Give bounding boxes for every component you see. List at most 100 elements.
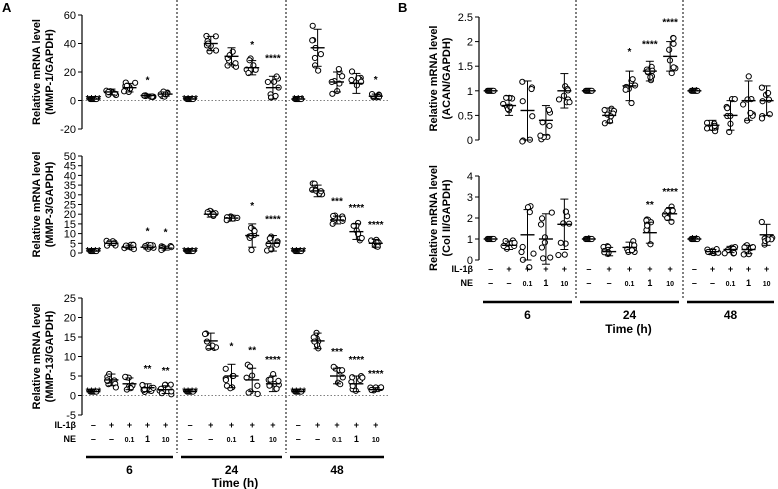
- condition-value: –: [586, 264, 591, 274]
- condition-value: +: [506, 264, 511, 274]
- condition-value: +: [746, 264, 751, 274]
- significance-stars: ****: [182, 246, 198, 257]
- data-point: [669, 207, 676, 214]
- condition-value: +: [145, 420, 150, 430]
- condition-value: –: [91, 420, 96, 430]
- data-point: [223, 382, 231, 389]
- data-point: [537, 221, 545, 228]
- condition-value: 1: [543, 278, 548, 288]
- data-point: [222, 365, 229, 372]
- data-point: [309, 22, 316, 29]
- data-point: [557, 239, 564, 246]
- significance-stars: *: [164, 227, 168, 238]
- data-point: [266, 235, 273, 242]
- data-point: [745, 73, 752, 80]
- data-point: [566, 99, 573, 106]
- condition-value: –: [692, 264, 697, 274]
- y-tick-label: 1: [467, 234, 473, 246]
- y-tick-label: 0: [70, 96, 76, 108]
- condition-value: –: [91, 434, 96, 444]
- condition-value: 1: [250, 434, 255, 444]
- significance-stars: *: [587, 234, 591, 245]
- panel-label-b: B: [398, 0, 407, 15]
- data-point: [726, 128, 733, 136]
- y-tick-label: -5: [66, 410, 76, 422]
- significance-stars: ****: [290, 387, 306, 398]
- data-point: [264, 78, 272, 86]
- y-axis-label: (MMP-13/GAPDH): [44, 310, 56, 402]
- significance-stars: ****: [290, 246, 306, 257]
- significance-stars: ***: [331, 197, 343, 208]
- condition-value: –: [315, 434, 320, 444]
- significance-stars: **: [248, 346, 256, 357]
- condition-value: –: [507, 278, 512, 288]
- data-point: [205, 344, 212, 351]
- data-point: [548, 209, 555, 216]
- y-tick-label: 5: [70, 371, 76, 383]
- data-point: [161, 381, 169, 388]
- chart-3: -5 0 5 10 15 20 25 Relative mRNA level (MMP-13/G…: [31, 293, 388, 422]
- condition-value: +: [315, 420, 320, 430]
- condition-value: 1: [145, 434, 150, 444]
- significance-stars: ****: [265, 355, 281, 366]
- y-tick-label: 1: [467, 86, 473, 98]
- y-tick-label: -20: [60, 124, 76, 136]
- data-point: [560, 220, 567, 227]
- data-point: [122, 373, 129, 380]
- condition-value: +: [525, 264, 530, 274]
- condition-value: +: [647, 264, 652, 274]
- data-point: [538, 215, 546, 222]
- condition-value: –: [488, 264, 493, 274]
- data-point: [628, 99, 635, 107]
- significance-stars: *: [628, 47, 632, 58]
- chart-4: 0 0.5 1 1.5 2 2.5 Relative mRNA level (ACAN/GAP…: [428, 12, 774, 147]
- condition-value: +: [334, 420, 339, 430]
- timepoint-label: 6: [126, 463, 133, 477]
- significance-stars: **: [162, 366, 170, 377]
- data-point: [267, 376, 274, 383]
- significance-stars: *: [230, 342, 234, 353]
- y-tick-label: 2: [467, 37, 473, 49]
- y-axis-label: Relative mRNA level: [31, 19, 43, 125]
- y-axis-label: Relative mRNA level: [31, 304, 43, 410]
- condition-value: –: [586, 278, 591, 288]
- data-point: [561, 251, 568, 258]
- condition-row-label: IL-1β: [55, 420, 77, 430]
- data-point: [758, 218, 765, 226]
- significance-stars: ****: [368, 220, 384, 231]
- timepoint-label: 24: [225, 463, 239, 477]
- y-tick-label: 5: [70, 238, 76, 250]
- condition-value: –: [208, 434, 213, 444]
- data-point: [721, 250, 728, 257]
- condition-value: 0.1: [227, 437, 237, 444]
- data-point: [339, 73, 346, 80]
- data-point: [537, 132, 544, 139]
- condition-value: 0.1: [125, 437, 135, 444]
- significance-stars: ****: [642, 39, 658, 50]
- data-point: [601, 106, 608, 114]
- data-point: [647, 241, 654, 248]
- data-point: [245, 389, 252, 396]
- data-point: [528, 85, 535, 93]
- condition-value: +: [208, 420, 213, 430]
- data-point: [248, 246, 255, 254]
- condition-value: –: [188, 434, 193, 444]
- y-tick-label: 30: [64, 190, 76, 202]
- condition-value: +: [607, 264, 612, 274]
- data-point: [315, 67, 322, 74]
- data-point: [375, 93, 383, 101]
- data-point: [273, 385, 280, 392]
- data-point: [168, 244, 175, 251]
- condition-value: +: [710, 264, 715, 274]
- data-point: [275, 377, 282, 385]
- data-point: [629, 76, 636, 83]
- data-point: [758, 115, 766, 122]
- significance-stars: *: [250, 40, 254, 51]
- data-point: [744, 96, 751, 103]
- data-point: [206, 48, 213, 55]
- significance-stars: ***: [331, 347, 343, 358]
- timepoint-label: 24: [623, 308, 637, 322]
- y-tick-label: 15: [64, 332, 76, 344]
- condition-value: 1: [647, 278, 652, 288]
- data-point: [670, 35, 677, 42]
